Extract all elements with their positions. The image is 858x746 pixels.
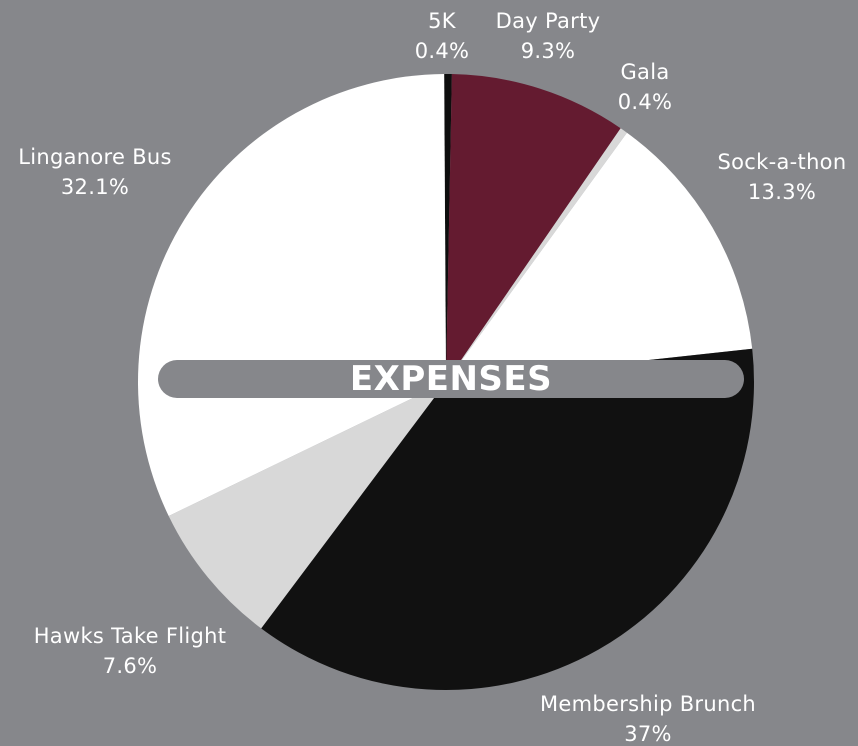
label-gala-name: Gala (620, 60, 670, 84)
pie-slice-linganore-bus (137, 74, 446, 516)
pie-slice-membership-brunch (261, 348, 755, 691)
label-5k-value: 0.4% (414, 39, 470, 63)
pie-slice-sock-a-thon (446, 132, 753, 382)
pie-slice-day-party (446, 74, 621, 382)
label-day-party-value: 9.3% (520, 39, 576, 63)
label-linganore-bus-name: Linganore Bus (18, 145, 172, 169)
label-hawks-take-flight-value: 7.6% (102, 654, 158, 678)
label-5k-name: 5K (428, 9, 456, 33)
label-linganore-bus-value: 32.1% (60, 175, 130, 199)
pie-slice-5k (444, 74, 452, 382)
pie-slice-hawks-take-flight (168, 382, 447, 629)
label-gala: Gala 0.4% (612, 57, 678, 117)
label-gala-value: 0.4% (617, 90, 673, 114)
label-day-party-name: Day Party (495, 9, 601, 33)
label-5k: 5K 0.4% (414, 6, 470, 66)
label-hawks-take-flight-name: Hawks Take Flight (33, 624, 227, 648)
pie-slice-gala (446, 128, 627, 382)
label-day-party: Day Party 9.3% (484, 6, 612, 66)
label-hawks-take-flight: Hawks Take Flight 7.6% (14, 621, 246, 681)
label-sock-a-thon-value: 13.3% (747, 180, 817, 204)
label-membership-brunch-value: 37% (624, 722, 672, 746)
chart-title-bar: EXPENSES (158, 359, 744, 399)
label-sock-a-thon-name: Sock-a-thon (717, 150, 847, 174)
label-membership-brunch-name: Membership Brunch (539, 692, 757, 716)
label-sock-a-thon: Sock-a-thon 13.3% (706, 147, 858, 207)
chart-title: EXPENSES (349, 359, 553, 399)
label-linganore-bus: Linganore Bus 32.1% (4, 142, 186, 202)
label-membership-brunch: Membership Brunch 37% (520, 689, 776, 746)
